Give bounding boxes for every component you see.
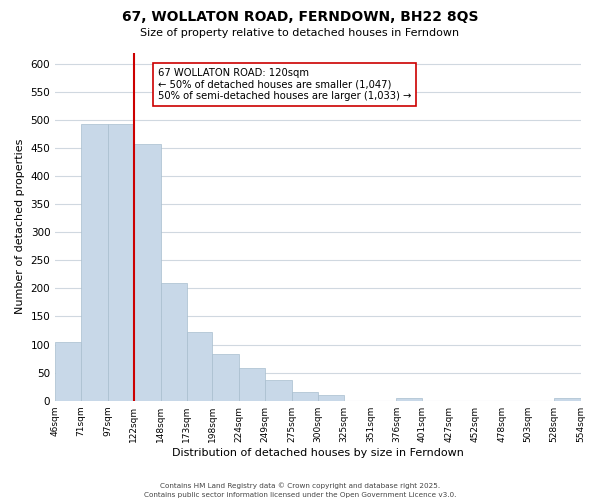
Bar xyxy=(554,398,581,400)
Bar xyxy=(265,380,292,400)
Bar xyxy=(397,398,422,400)
Bar xyxy=(212,354,239,401)
Text: 67, WOLLATON ROAD, FERNDOWN, BH22 8QS: 67, WOLLATON ROAD, FERNDOWN, BH22 8QS xyxy=(122,10,478,24)
Bar xyxy=(187,332,212,400)
X-axis label: Distribution of detached houses by size in Ferndown: Distribution of detached houses by size … xyxy=(172,448,464,458)
Bar xyxy=(318,395,344,400)
Y-axis label: Number of detached properties: Number of detached properties xyxy=(15,139,25,314)
Bar xyxy=(55,342,81,400)
Text: Contains HM Land Registry data © Crown copyright and database right 2025.: Contains HM Land Registry data © Crown c… xyxy=(160,482,440,489)
Bar xyxy=(81,124,108,400)
Bar xyxy=(161,284,187,401)
Bar xyxy=(292,392,318,400)
Text: Size of property relative to detached houses in Ferndown: Size of property relative to detached ho… xyxy=(140,28,460,38)
Bar xyxy=(239,368,265,400)
Bar xyxy=(108,124,134,400)
Text: 67 WOLLATON ROAD: 120sqm
← 50% of detached houses are smaller (1,047)
50% of sem: 67 WOLLATON ROAD: 120sqm ← 50% of detach… xyxy=(158,68,411,102)
Bar xyxy=(134,144,161,401)
Text: Contains public sector information licensed under the Open Government Licence v3: Contains public sector information licen… xyxy=(144,492,456,498)
